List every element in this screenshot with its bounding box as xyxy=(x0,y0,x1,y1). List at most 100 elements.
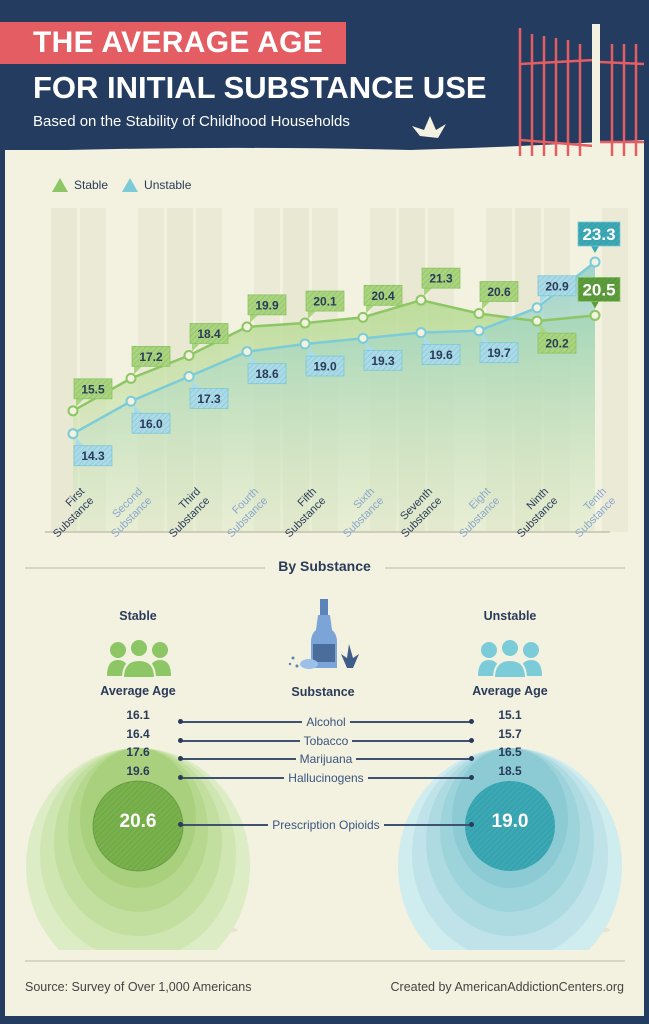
dot xyxy=(178,738,183,743)
dot xyxy=(178,775,183,780)
column-stripe xyxy=(602,208,628,532)
dot xyxy=(469,775,474,780)
triangle-icon xyxy=(122,178,139,192)
legend-label: Stable xyxy=(74,178,109,192)
credit-note: Created by AmericanAddictionCenters.org xyxy=(390,980,624,994)
substance-name: Tobacco xyxy=(299,734,353,748)
source-note: Source: Survey of Over 1,000 Americans xyxy=(25,980,252,994)
unstable-age-value: 19.0 xyxy=(491,811,529,832)
stable-average-age-label: Average Age xyxy=(100,684,176,698)
data-label: 19.6 xyxy=(421,336,461,365)
unstable-age-value: 15.7 xyxy=(498,727,522,741)
divider xyxy=(25,960,625,962)
dot xyxy=(469,719,474,724)
stable-age-value: 20.6 xyxy=(119,811,157,832)
data-label: 19.7 xyxy=(479,334,519,364)
unstable-average-age-label: Average Age xyxy=(472,684,548,698)
point-stable xyxy=(589,309,601,321)
rings-illustration xyxy=(26,748,622,950)
svg-text:15.5: 15.5 xyxy=(81,382,105,396)
svg-text:17.3: 17.3 xyxy=(197,392,221,406)
line-stable xyxy=(72,298,596,412)
svg-text:19.7: 19.7 xyxy=(487,346,511,360)
svg-text:16.0: 16.0 xyxy=(139,417,163,431)
substances-icon xyxy=(288,599,359,669)
data-label: 17.2 xyxy=(131,345,171,375)
legend-label: Unstable xyxy=(144,178,192,192)
point-unstable xyxy=(299,338,311,350)
people-group-icon xyxy=(478,638,542,678)
point-stable xyxy=(67,405,79,417)
svg-text:18.4: 18.4 xyxy=(197,327,221,341)
point-unstable xyxy=(473,325,485,337)
stable-heading: Stable xyxy=(119,609,157,623)
area-unstable xyxy=(73,262,595,531)
divider xyxy=(25,567,265,569)
unstable-age-value: 18.5 xyxy=(498,764,522,778)
data-label: 20.9 xyxy=(537,275,577,304)
section-title: By Substance xyxy=(278,558,371,574)
title-line-2: FOR INITIAL SUBSTANCE USE xyxy=(33,70,487,105)
data-label: 16.0 xyxy=(131,405,171,434)
svg-text:20.2: 20.2 xyxy=(545,337,569,351)
point-stable xyxy=(357,311,369,323)
chart-legend: Stable Unstable xyxy=(52,178,191,192)
svg-text:19.9: 19.9 xyxy=(255,298,279,312)
unstable-heading: Unstable xyxy=(483,609,537,623)
point-unstable xyxy=(241,346,253,358)
dot xyxy=(178,822,183,827)
svg-text:20.4: 20.4 xyxy=(371,289,395,303)
substance-name: Marijuana xyxy=(295,752,357,766)
substance-label: Substance xyxy=(291,685,355,699)
svg-text:21.3: 21.3 xyxy=(429,272,453,286)
svg-text:20.9: 20.9 xyxy=(545,279,569,293)
point-stable xyxy=(415,294,427,306)
leaf-icon xyxy=(412,116,446,138)
dot xyxy=(469,822,474,827)
point-unstable xyxy=(589,256,601,268)
line-chart: 15.5 17.2 18.4 19.9 20.1 20.4 21.3 20.6 20.2 20.5… xyxy=(45,208,628,541)
data-label: 20.6 xyxy=(479,281,519,310)
legend-item-stable: Stable xyxy=(52,178,108,192)
gate-illustration xyxy=(5,24,645,160)
subtitle: Based on the Stability of Childhood Hous… xyxy=(33,113,350,130)
data-label: 15.5 xyxy=(73,378,113,407)
stable-age-value: 16.4 xyxy=(126,727,150,741)
svg-text:20.5: 20.5 xyxy=(582,280,615,299)
substance-name: Alcohol xyxy=(302,715,350,729)
data-label: 21.3 xyxy=(421,267,461,297)
dot xyxy=(469,738,474,743)
dot xyxy=(469,756,474,761)
point-stable xyxy=(473,308,485,320)
data-label: 19.0 xyxy=(305,348,345,377)
data-label: 20.5 xyxy=(577,277,621,309)
line-unstable xyxy=(72,261,596,435)
dot xyxy=(178,756,183,761)
svg-text:18.6: 18.6 xyxy=(255,367,279,381)
data-label: 19.9 xyxy=(247,294,287,323)
point-stable xyxy=(183,349,195,361)
unstable-age-value: 15.1 xyxy=(498,708,522,722)
substance-name: Hallucinogens xyxy=(284,771,368,785)
svg-text:19.6: 19.6 xyxy=(429,348,453,362)
data-label: 23.3 xyxy=(577,221,621,254)
people-group-icon xyxy=(107,638,171,678)
svg-text:19.0: 19.0 xyxy=(313,360,337,374)
stable-age-value: 16.1 xyxy=(126,708,150,722)
substance-name: Prescription Opioids xyxy=(268,818,384,832)
data-label: 19.3 xyxy=(363,342,403,371)
svg-text:19.3: 19.3 xyxy=(371,354,395,368)
point-stable xyxy=(125,372,137,384)
point-unstable xyxy=(125,395,137,407)
data-label: 20.2 xyxy=(537,325,577,354)
data-label: 18.4 xyxy=(189,323,229,352)
stable-age-value: 19.6 xyxy=(126,764,150,778)
legend-item-unstable: Unstable xyxy=(122,178,191,192)
data-label: 20.1 xyxy=(305,290,345,320)
column-stripe xyxy=(51,208,77,532)
svg-text:17.2: 17.2 xyxy=(139,350,163,364)
point-stable xyxy=(241,321,253,333)
data-label: 20.4 xyxy=(363,284,403,314)
point-unstable xyxy=(183,370,195,382)
point-stable xyxy=(531,315,543,327)
